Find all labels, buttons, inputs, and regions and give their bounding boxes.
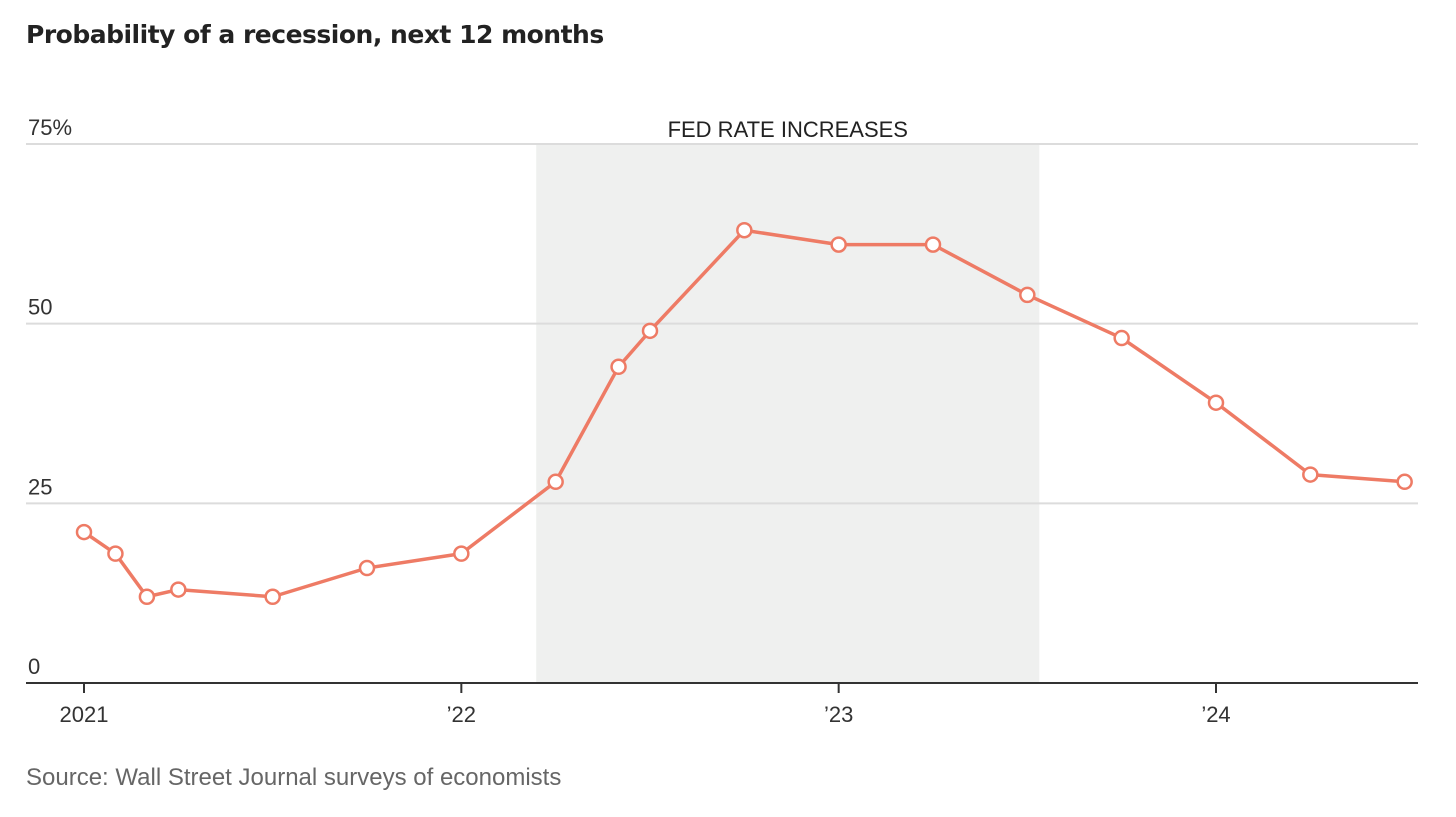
region-label: FED RATE INCREASES <box>668 117 908 142</box>
x-tick-label: ’24 <box>1201 702 1230 727</box>
fed-rate-increases-region <box>536 144 1040 683</box>
y-tick-label: 0 <box>28 654 40 679</box>
data-point <box>736 221 753 239</box>
data-point <box>1396 473 1413 491</box>
x-tick-label: ’23 <box>824 702 853 727</box>
data-point <box>1302 466 1319 483</box>
data-point <box>641 322 659 340</box>
source-note: Source: Wall Street Journal surveys of e… <box>26 764 562 791</box>
y-tick-label: 25 <box>28 474 52 499</box>
data-point <box>547 473 564 491</box>
x-tick-label: 2021 <box>60 702 109 727</box>
data-point <box>924 236 942 253</box>
data-point <box>138 588 156 606</box>
data-point <box>170 581 187 598</box>
data-point <box>830 236 847 253</box>
x-tick-label: ’22 <box>447 702 476 727</box>
chart-title: Probability of a recession, next 12 mont… <box>26 20 604 49</box>
data-point <box>1019 286 1036 304</box>
data-point <box>610 358 627 376</box>
data-point <box>1113 329 1130 347</box>
data-point <box>75 523 93 541</box>
data-point <box>107 545 124 562</box>
data-point <box>453 545 470 562</box>
y-tick-label: 75% <box>28 115 72 140</box>
y-tick-label: 50 <box>28 295 52 320</box>
data-point <box>358 559 376 577</box>
data-point <box>264 588 281 606</box>
data-point <box>1207 394 1225 411</box>
